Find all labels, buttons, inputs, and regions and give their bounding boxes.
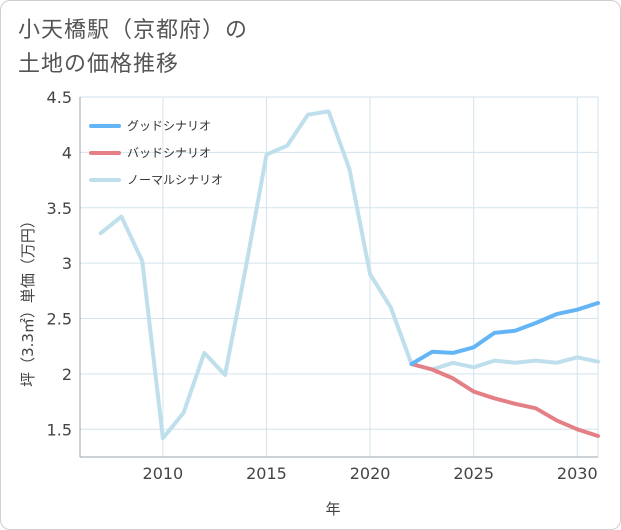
tick-labels: 2010 2015 2020 2025 2030 1.5 2 2.5 3 3.5 4 4.5 <box>47 88 598 483</box>
plot-area <box>79 96 599 458</box>
series-line-normal <box>98 109 600 441</box>
y-tick-label: 4.5 <box>47 88 72 107</box>
y-tick-label: 2 <box>62 365 72 384</box>
x-tick-label: 2010 <box>143 464 184 483</box>
x-axis-title: 年 <box>325 500 340 518</box>
chart-title-line-1: 小天橋駅（京都府）の <box>18 18 249 43</box>
x-tick-label: 2025 <box>453 464 494 483</box>
y-tick-label: 3 <box>62 254 72 273</box>
y-tick-label: 3.5 <box>47 199 72 218</box>
legend-label-normal[interactable]: ノーマルシナリオ <box>127 173 223 187</box>
y-tick-label: 1.5 <box>47 420 72 439</box>
legend-label-good[interactable]: グッドシナリオ <box>127 119 211 133</box>
x-tick-label: 2015 <box>246 464 287 483</box>
x-tick-label: 2020 <box>350 464 391 483</box>
series-line-bad <box>409 362 600 438</box>
legend-label-bad[interactable]: バッドシナリオ <box>127 146 211 160</box>
axes <box>79 97 598 458</box>
y-tick-label: 2.5 <box>47 310 72 329</box>
x-tick-label: 2030 <box>557 464 598 483</box>
chart-title-line-2: 土地の価格推移 <box>18 52 180 77</box>
chart-title: 小天橋駅（京都府）の 土地の価格推移 <box>18 14 248 82</box>
series-line-good <box>409 301 600 366</box>
series-lines <box>98 109 600 441</box>
y-axis-title: 坪（3.3㎡）単価（万円） <box>19 213 37 387</box>
grid-lines <box>79 96 599 458</box>
y-tick-label: 4 <box>62 143 72 162</box>
